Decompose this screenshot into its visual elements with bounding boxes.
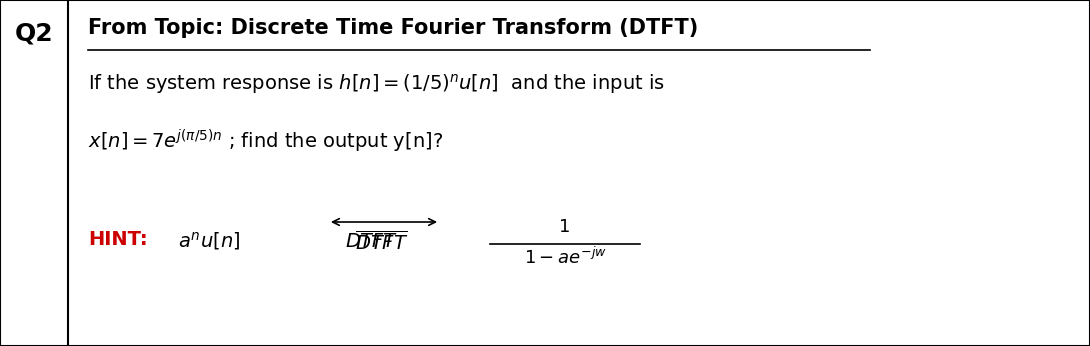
Text: Q2: Q2 (14, 22, 53, 46)
Text: $1-ae^{-jw}$: $1-ae^{-jw}$ (523, 247, 606, 268)
Text: HINT:: HINT: (88, 230, 147, 249)
Text: DTFT: DTFT (346, 232, 395, 251)
Text: 1: 1 (559, 218, 571, 236)
Text: $x[n] = 7e^{j(\pi/5)n}$ ; find the output y[n]?: $x[n] = 7e^{j(\pi/5)n}$ ; find the outpu… (88, 128, 443, 155)
Text: $a^nu[n]$: $a^nu[n]$ (178, 230, 240, 252)
Text: From Topic: Discrete Time Fourier Transform (DTFT): From Topic: Discrete Time Fourier Transf… (88, 18, 699, 38)
Text: $\overline{DTFT}$: $\overline{DTFT}$ (355, 230, 409, 254)
Text: If the system response is $h[n] = (1/5)^nu[n]$  and the input is: If the system response is $h[n] = (1/5)^… (88, 72, 665, 96)
